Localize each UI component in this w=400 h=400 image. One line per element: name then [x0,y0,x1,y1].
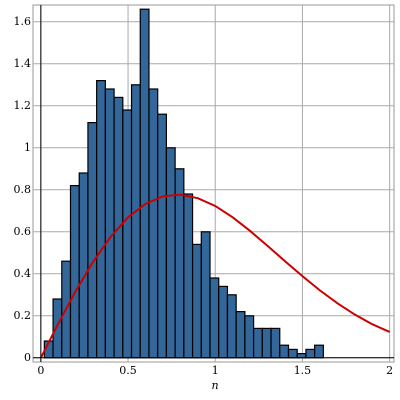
bar [235,311,246,359]
x-tick-label: 0.5 [119,364,137,377]
y-tick-label: 1.4 [14,57,32,70]
y-tick-label: 1 [24,141,31,154]
bar [279,344,290,359]
bar [226,294,237,359]
curve [39,193,391,359]
bar [122,109,133,359]
bar [305,348,316,359]
bar [130,84,141,359]
bar [52,298,63,359]
x-axis-label: n [211,379,218,392]
x-tick-label: 1 [212,364,219,377]
bar [96,79,106,359]
bar [209,277,220,359]
bar [253,327,263,359]
bar [148,88,159,359]
bar [104,88,115,359]
bar [69,185,80,359]
bar [87,121,98,359]
bar [261,327,272,359]
bar [287,348,298,359]
x-tick-label: 2 [386,364,393,377]
bar [139,8,150,359]
bar [165,147,176,359]
bar [244,315,255,359]
y-tick-label: 1.6 [14,15,32,28]
bar [183,193,194,359]
bar [78,172,89,359]
y-tick-label: 0.4 [14,267,32,280]
bar [191,243,202,359]
y-tick-label: 0 [24,351,31,364]
bar [174,168,185,359]
y-tick-label: 0.6 [14,225,32,238]
y-tick-label: 1.2 [14,99,32,112]
bar [200,231,211,359]
x-tick-label: 0 [37,364,44,377]
x-tick-label: 1.5 [294,364,312,377]
bar [296,353,307,359]
y-tick-label: 0.8 [14,183,32,196]
bar [314,344,324,359]
bar [157,113,168,359]
y-tick-label: 0.2 [14,309,32,322]
bar [270,327,281,359]
bar [218,285,229,359]
